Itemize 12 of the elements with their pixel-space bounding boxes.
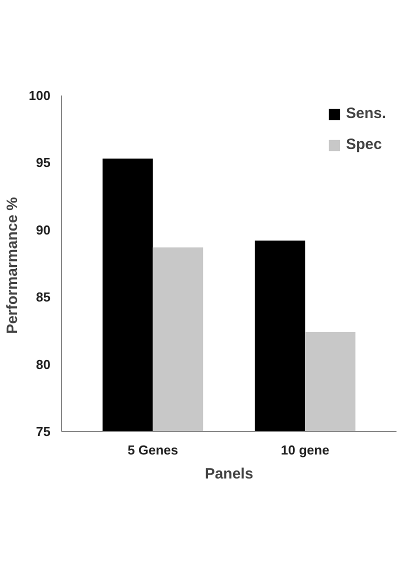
- y-tick-label: 100: [28, 88, 51, 103]
- x-tick-label: 10 gene: [280, 442, 330, 458]
- y-tick-label: 80: [36, 356, 51, 372]
- y-axis-title: Performarmance %: [4, 197, 21, 334]
- legend-label: Sens.: [346, 105, 386, 122]
- y-tick-label: 95: [36, 155, 51, 170]
- x-axis-title: Panels: [204, 466, 254, 482]
- y-tick-label: 75: [36, 424, 51, 439]
- legend-label: Spec: [346, 136, 382, 153]
- y-tick-label: 85: [36, 290, 51, 305]
- x-tick-label: 5 Genes: [128, 442, 178, 458]
- y-tick-label: 90: [36, 222, 51, 238]
